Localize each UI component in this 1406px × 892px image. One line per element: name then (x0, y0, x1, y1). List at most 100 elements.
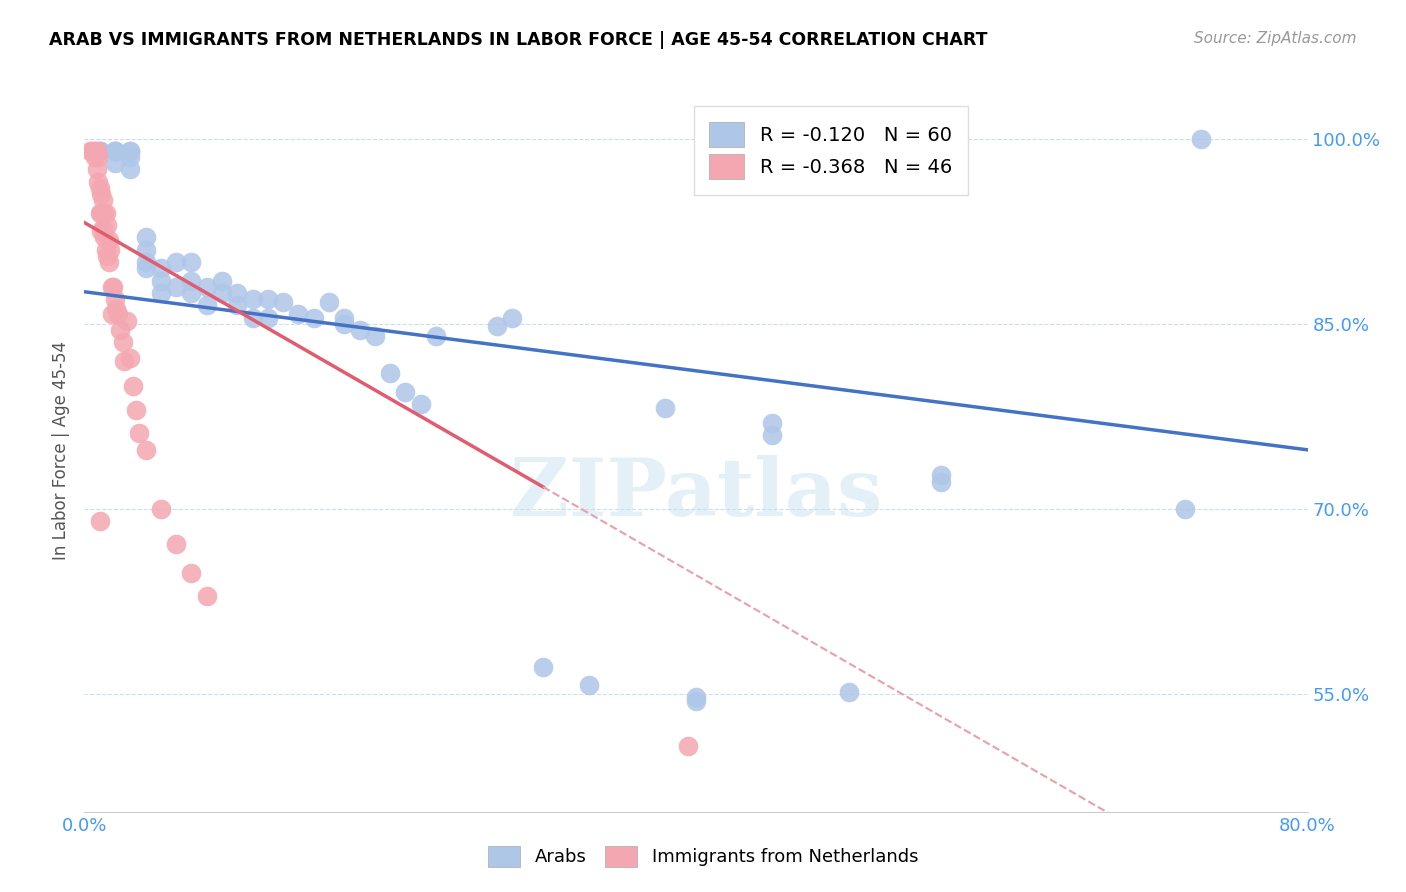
Point (425, 329, 447, 343)
Point (96, 249, 118, 263)
Point (89, 515, 111, 529)
Point (180, 274, 202, 288)
Point (761, 416, 783, 430)
Point (97, 255, 120, 269)
Point (149, 261, 172, 276)
Point (120, 351, 142, 366)
Point (135, 442, 157, 457)
Point (101, 280, 124, 294)
Text: ZIPatlas: ZIPatlas (510, 455, 882, 533)
Point (180, 285, 202, 300)
Point (135, 243, 157, 257)
Point (86, 162, 108, 177)
Point (107, 307, 129, 321)
Point (165, 255, 187, 269)
Legend: Arabs, Immigrants from Netherlands: Arabs, Immigrants from Netherlands (481, 838, 925, 874)
Point (86, 144, 108, 158)
Point (94, 205, 117, 219)
Point (242, 310, 264, 325)
Point (195, 298, 218, 312)
Y-axis label: In Labor Force | Age 45-54: In Labor Force | Age 45-54 (52, 341, 70, 560)
Point (103, 280, 125, 294)
Point (380, 366, 402, 380)
Point (318, 294, 340, 309)
Point (91, 194, 114, 208)
Point (90, 224, 112, 238)
Point (104, 156, 127, 170)
Point (120, 150, 142, 164)
Point (115, 314, 138, 328)
Point (531, 660, 554, 674)
Point (1174, 502, 1197, 516)
Point (302, 310, 325, 325)
Point (761, 428, 783, 442)
Point (333, 317, 356, 331)
Point (394, 384, 416, 399)
Point (90, 205, 112, 219)
Point (149, 285, 172, 300)
Point (104, 144, 127, 158)
Point (84, 144, 107, 158)
Point (112, 354, 135, 368)
Point (165, 280, 187, 294)
Point (211, 285, 233, 300)
Point (654, 401, 676, 415)
Point (1189, 131, 1212, 145)
Point (80, 144, 103, 158)
Point (502, 310, 524, 325)
Text: Source: ZipAtlas.com: Source: ZipAtlas.com (1194, 31, 1357, 46)
Point (122, 378, 145, 392)
Point (929, 475, 952, 489)
Point (94, 243, 117, 257)
Point (84, 150, 107, 164)
Point (120, 144, 142, 158)
Point (98, 243, 121, 257)
Point (101, 307, 124, 321)
Point (97, 233, 120, 247)
Point (135, 230, 157, 244)
Point (685, 693, 707, 707)
Point (79, 144, 101, 158)
Point (111, 335, 134, 350)
Point (104, 292, 127, 306)
Point (125, 403, 148, 417)
Point (105, 301, 128, 316)
Point (180, 566, 202, 581)
Point (165, 537, 187, 551)
Point (242, 292, 264, 306)
Point (89, 144, 111, 158)
Point (486, 319, 509, 334)
Point (108, 323, 131, 337)
Point (287, 307, 309, 321)
Point (96, 218, 118, 232)
Point (929, 467, 952, 482)
Point (89, 144, 111, 158)
Point (135, 261, 157, 276)
Point (257, 292, 280, 306)
Text: ARAB VS IMMIGRANTS FROM NETHERLANDS IN LABOR FORCE | AGE 45-54 CORRELATION CHART: ARAB VS IMMIGRANTS FROM NETHERLANDS IN L… (49, 31, 987, 49)
Point (226, 298, 249, 312)
Point (685, 690, 707, 704)
Point (409, 397, 432, 411)
Point (678, 739, 700, 754)
Point (838, 685, 860, 699)
Point (89, 181, 111, 195)
Point (104, 144, 127, 158)
Point (195, 280, 218, 294)
Point (93, 205, 115, 219)
Point (364, 329, 387, 343)
Point (104, 144, 127, 158)
Point (89, 205, 111, 219)
Point (87, 150, 110, 164)
Point (195, 589, 218, 603)
Point (578, 677, 600, 691)
Point (180, 255, 202, 269)
Point (149, 502, 172, 516)
Point (83, 144, 105, 158)
Point (91, 220, 114, 235)
Point (271, 294, 294, 309)
Point (120, 162, 142, 177)
Point (104, 144, 127, 158)
Point (211, 274, 233, 288)
Point (93, 230, 115, 244)
